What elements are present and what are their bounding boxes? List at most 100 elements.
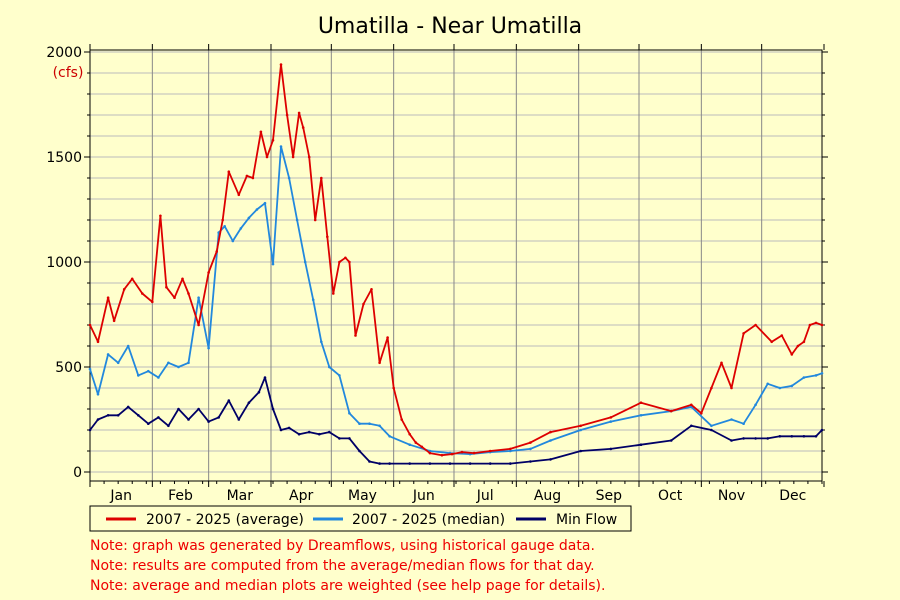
y-tick-label: 1000 bbox=[46, 255, 82, 271]
data-point-2007-2025-median bbox=[223, 225, 226, 228]
data-point-min-flow bbox=[549, 458, 552, 461]
data-point-2007-2025-average bbox=[802, 340, 806, 344]
data-point-min-flow bbox=[96, 418, 100, 421]
data-point-min-flow bbox=[388, 462, 391, 465]
data-point-2007-2025-average bbox=[259, 130, 263, 134]
data-point-2007-2025-median bbox=[287, 176, 291, 180]
data-point-2007-2025-average bbox=[88, 323, 92, 327]
series-line-2007-2025-average bbox=[89, 63, 823, 457]
data-point-min-flow bbox=[348, 437, 351, 440]
data-point-2007-2025-average bbox=[251, 176, 255, 180]
legend-label-min-flow: Min Flow bbox=[556, 512, 617, 528]
data-point-2007-2025-average bbox=[279, 63, 283, 66]
data-point-2007-2025-average bbox=[122, 288, 126, 291]
data-point-min-flow bbox=[147, 422, 150, 426]
data-point-min-flow bbox=[378, 462, 381, 465]
data-point-2007-2025-average bbox=[344, 256, 347, 260]
data-point-2007-2025-average bbox=[106, 296, 110, 300]
data-point-2007-2025-median bbox=[320, 340, 323, 344]
data-point-2007-2025-median bbox=[177, 365, 180, 369]
legend: 2007 - 2025 (average) 2007 - 2025 (media… bbox=[89, 505, 632, 532]
data-point-2007-2025-average bbox=[326, 235, 329, 239]
data-point-min-flow bbox=[247, 401, 251, 405]
x-tick-label: Feb bbox=[168, 488, 193, 504]
data-point-min-flow bbox=[157, 416, 160, 419]
x-tick-label: Jun bbox=[412, 488, 435, 504]
x-tick-label: Mar bbox=[227, 488, 254, 504]
legend-label-average: 2007 - 2025 (average) bbox=[146, 512, 304, 528]
data-point-2007-2025-median bbox=[147, 369, 150, 373]
data-point-2007-2025-average bbox=[297, 111, 301, 115]
data-point-2007-2025-median bbox=[639, 414, 643, 417]
data-point-min-flow bbox=[318, 432, 321, 436]
data-point-min-flow bbox=[529, 460, 532, 463]
data-point-2007-2025-average bbox=[313, 218, 317, 222]
data-point-min-flow bbox=[88, 428, 92, 432]
data-point-min-flow bbox=[790, 435, 794, 438]
data-point-2007-2025-median bbox=[167, 361, 170, 365]
data-point-min-flow bbox=[207, 420, 210, 423]
data-point-min-flow bbox=[177, 407, 180, 411]
data-point-2007-2025-median bbox=[263, 201, 267, 205]
data-point-2007-2025-average bbox=[814, 321, 818, 325]
data-point-min-flow bbox=[257, 390, 261, 394]
data-point-2007-2025-average bbox=[609, 416, 613, 419]
data-point-min-flow bbox=[509, 462, 512, 465]
legend-label-median: 2007 - 2025 (median) bbox=[352, 512, 505, 528]
data-point-min-flow bbox=[187, 418, 190, 421]
data-point-2007-2025-average bbox=[285, 113, 289, 117]
grid bbox=[90, 50, 822, 481]
data-point-2007-2025-median bbox=[157, 376, 160, 379]
data-point-2007-2025-average bbox=[141, 292, 144, 295]
data-point-min-flow bbox=[217, 416, 220, 419]
data-point-min-flow bbox=[468, 462, 472, 465]
note-line-1: Note: graph was generated by Dreamflows,… bbox=[90, 538, 595, 554]
data-point-2007-2025-average bbox=[96, 340, 100, 344]
data-point-2007-2025-median bbox=[766, 382, 769, 386]
data-point-2007-2025-median bbox=[207, 346, 210, 350]
data-point-min-flow bbox=[126, 405, 130, 409]
data-point-2007-2025-average bbox=[549, 430, 552, 434]
data-point-2007-2025-average bbox=[386, 336, 389, 339]
data-point-2007-2025-median bbox=[579, 428, 582, 432]
data-point-2007-2025-median bbox=[255, 208, 259, 211]
data-point-min-flow bbox=[639, 443, 643, 447]
data-point-2007-2025-average bbox=[820, 323, 824, 327]
data-point-2007-2025-average bbox=[460, 450, 464, 454]
data-point-2007-2025-average bbox=[181, 277, 184, 281]
data-point-2007-2025-average bbox=[730, 386, 733, 390]
data-point-2007-2025-average bbox=[420, 445, 424, 449]
data-point-2007-2025-average bbox=[440, 453, 444, 457]
data-point-min-flow bbox=[197, 407, 200, 411]
x-tick-label: May bbox=[348, 488, 377, 504]
data-point-2007-2025-average bbox=[710, 386, 713, 390]
data-point-2007-2025-median bbox=[96, 393, 100, 396]
data-point-2007-2025-median bbox=[368, 422, 371, 426]
data-point-2007-2025-average bbox=[197, 323, 200, 327]
data-point-2007-2025-average bbox=[227, 170, 231, 173]
data-point-min-flow bbox=[408, 462, 412, 465]
data-point-2007-2025-median bbox=[814, 374, 818, 377]
data-point-2007-2025-median bbox=[358, 422, 361, 426]
data-point-2007-2025-average bbox=[428, 451, 432, 455]
data-point-2007-2025-average bbox=[362, 302, 365, 306]
data-point-2007-2025-average bbox=[414, 441, 418, 444]
data-point-2007-2025-average bbox=[207, 271, 210, 274]
x-tick-label: Dec bbox=[779, 488, 806, 504]
data-point-2007-2025-average bbox=[354, 334, 357, 337]
data-point-2007-2025-average bbox=[245, 174, 249, 178]
data-point-2007-2025-median bbox=[247, 216, 251, 220]
data-point-2007-2025-median bbox=[311, 298, 315, 302]
data-point-2007-2025-average bbox=[579, 424, 582, 428]
x-tick-label: Oct bbox=[658, 488, 683, 504]
data-point-min-flow bbox=[328, 430, 331, 434]
data-point-2007-2025-median bbox=[790, 384, 794, 388]
data-point-2007-2025-average bbox=[221, 218, 224, 222]
data-point-min-flow bbox=[106, 414, 110, 417]
data-point-min-flow bbox=[710, 428, 713, 432]
data-point-2007-2025-average bbox=[173, 296, 176, 300]
data-point-2007-2025-average bbox=[159, 214, 162, 218]
data-point-2007-2025-median bbox=[408, 443, 412, 447]
data-point-2007-2025-average bbox=[265, 155, 269, 159]
